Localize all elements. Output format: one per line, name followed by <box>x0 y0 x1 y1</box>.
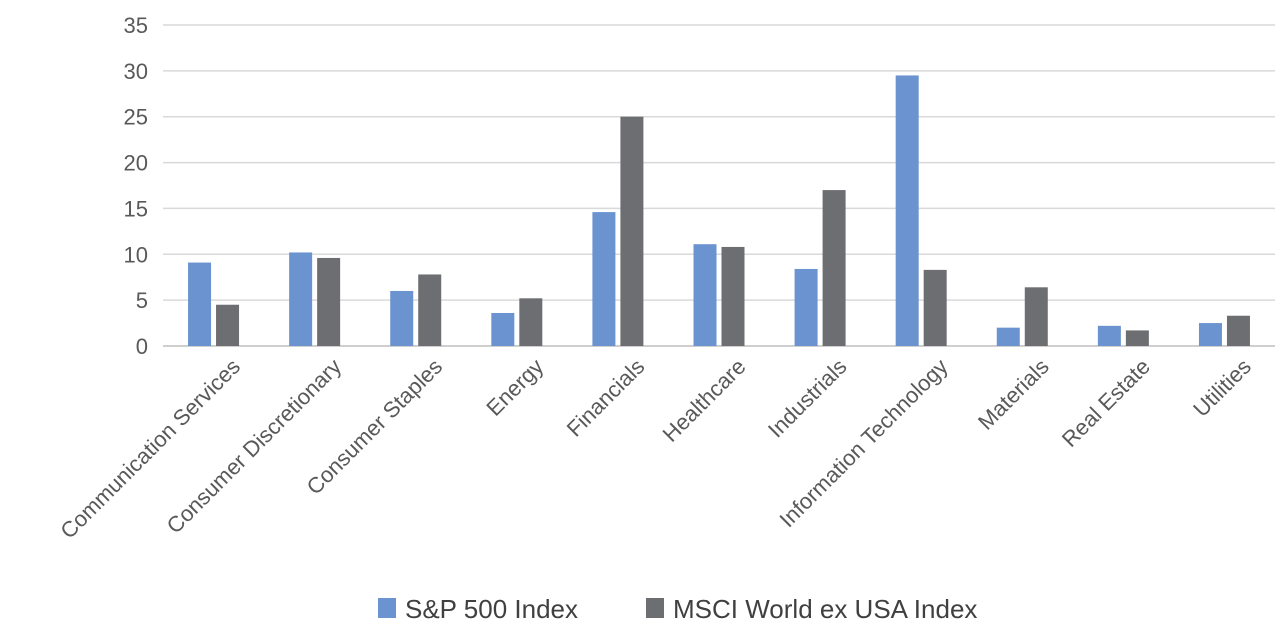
bar-msci-7 <box>923 269 947 346</box>
bar-sp500-8 <box>996 327 1020 346</box>
bar-msci-10 <box>1226 315 1250 346</box>
legend-label: MSCI World ex USA Index <box>673 594 977 624</box>
bar-sp500-4 <box>592 212 616 346</box>
gridlines <box>163 24 1275 347</box>
bar-sp500-3 <box>491 312 515 346</box>
bar-msci-9 <box>1125 330 1149 346</box>
bar-msci-5 <box>721 246 745 346</box>
y-tick-label: 5 <box>136 288 148 313</box>
bar-msci-6 <box>822 190 846 346</box>
y-tick-label: 10 <box>124 242 148 267</box>
y-tick-label: 35 <box>124 13 148 38</box>
bar-sp500-2 <box>390 290 414 346</box>
bar-sp500-0 <box>188 262 212 346</box>
bar-sp500-6 <box>794 268 818 346</box>
y-tick-label: 30 <box>124 59 148 84</box>
x-tick-label: Materials <box>973 354 1054 435</box>
x-tick-label: Real Estate <box>1057 354 1155 452</box>
bar-msci-0 <box>216 304 240 346</box>
x-tick-label: Information Technology <box>774 354 952 532</box>
bar-sp500-1 <box>289 252 313 346</box>
x-tick-label: Consumer Discretionary <box>162 354 347 539</box>
x-tick-label: Healthcare <box>658 354 751 447</box>
legend-swatch <box>646 598 664 618</box>
bar-msci-8 <box>1024 287 1048 346</box>
y-axis-ticks: 0 5 10 15 20 25 30 35 <box>124 13 148 359</box>
bar-sp500-10 <box>1198 323 1222 346</box>
y-tick-label: 20 <box>124 151 148 176</box>
bar-msci-3 <box>519 298 543 346</box>
bar-sp500-5 <box>693 244 717 346</box>
x-tick-label: Energy <box>481 354 548 421</box>
bar-sp500-7 <box>895 75 919 346</box>
legend: S&P 500 Index MSCI World ex USA Index <box>378 594 977 624</box>
bar-msci-1 <box>317 257 341 346</box>
x-tick-label: Financials <box>562 354 650 442</box>
x-tick-label: Communication Services <box>55 354 245 544</box>
x-tick-label: Utilities <box>1188 354 1256 422</box>
bars <box>188 75 1250 346</box>
bar-sp500-9 <box>1097 325 1121 346</box>
x-tick-label: Industrials <box>763 354 852 443</box>
y-tick-label: 15 <box>124 196 148 221</box>
bar-msci-4 <box>620 116 644 346</box>
legend-label: S&P 500 Index <box>405 594 578 624</box>
legend-swatch <box>378 598 396 618</box>
y-tick-label: 0 <box>136 334 148 359</box>
y-tick-label: 25 <box>124 105 148 130</box>
bar-msci-2 <box>418 274 442 346</box>
